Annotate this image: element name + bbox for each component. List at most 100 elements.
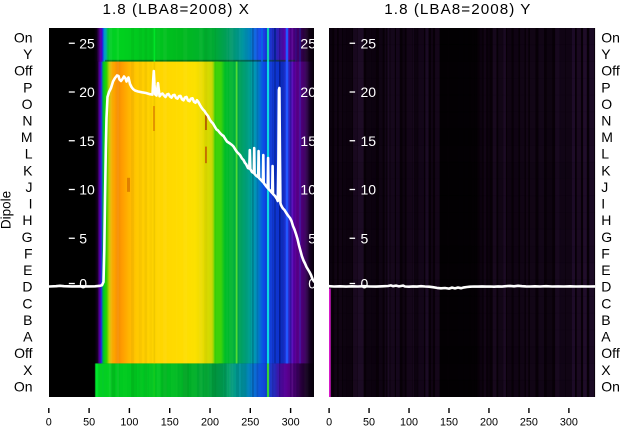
dipole-label-right: F (601, 245, 610, 261)
heatmap-anomaly-column (295, 28, 297, 62)
spectrum-curve-y (329, 284, 596, 290)
y-tick-dash (349, 188, 356, 191)
heatmap-anomaly-column (153, 363, 156, 397)
y-tick-label-left: 15 (79, 133, 95, 149)
x-tick-label: 200 (480, 417, 498, 429)
dipole-label-right: On (601, 378, 620, 394)
x-tick-mark (289, 408, 292, 413)
dipole-label-left: P (23, 79, 32, 95)
dipole-label-right: M (601, 129, 613, 145)
y-tick-dash (68, 140, 75, 142)
y-tick-dash (349, 282, 356, 285)
x-tick-label: 50 (83, 417, 95, 429)
dipole-label-right: I (601, 196, 605, 212)
dipole-label-right: B (601, 312, 610, 328)
heatmap-anomaly-mark (127, 177, 131, 192)
dipole-label-left: X (23, 362, 33, 378)
y-tick-label-right: 20 (300, 84, 316, 100)
dipole-label-right: H (601, 212, 611, 228)
y-tick-label-left: 20 (361, 84, 377, 100)
dipole-label-left: O (22, 96, 33, 112)
x-tick-label: 0 (46, 417, 52, 429)
heatmap-anomaly-column (299, 61, 301, 364)
heatmap-anomaly-column (153, 61, 156, 364)
dipole-label-right: L (601, 146, 609, 162)
heatmap-anomaly-column (214, 61, 219, 364)
heatmap-anomaly-mark (205, 146, 207, 164)
y-tick-label-left: 5 (361, 230, 369, 246)
dipole-label-right: C (601, 295, 611, 311)
x-tick-mark (88, 408, 90, 413)
dipole-label-left: J (26, 179, 33, 195)
y-tick-dash (349, 42, 356, 44)
dipole-label-left: Off (14, 63, 33, 79)
y-tick-label-left: 25 (79, 35, 95, 51)
dipole-label-left: B (23, 312, 32, 328)
y-tick-dash (349, 140, 356, 142)
heatmap-anomaly-mark (153, 106, 155, 131)
x-tick-mark (128, 408, 131, 413)
dipole-label-left: I (29, 196, 33, 212)
heatmap-band-main-block (49, 61, 314, 364)
y-tick-label-left: 0 (361, 276, 369, 292)
y-tick-label-right: 25 (300, 35, 316, 51)
y-tick-label-right: 0 (308, 276, 316, 292)
x-tick-mark (368, 408, 370, 413)
y-tick-label-left: 0 (79, 276, 87, 292)
y-tick-dash (349, 237, 356, 239)
x-tick-label: 150 (440, 417, 458, 429)
dipole-label-right: Off (601, 63, 620, 79)
y-tick-label-right: 5 (308, 230, 316, 246)
dipole-label-left: Y (23, 46, 33, 62)
x-tick-mark (328, 408, 330, 413)
heatmap-anomaly-column (266, 61, 270, 364)
heatmap-anomaly-column (299, 28, 301, 62)
y-tick-dash (349, 91, 356, 93)
dipole-label-right: D (601, 279, 611, 295)
x-tick-label: 100 (400, 417, 418, 429)
x-tick-label: 300 (560, 417, 578, 429)
edge-anomaly-line (329, 288, 331, 397)
dipole-label-left: Off (14, 345, 33, 361)
x-tick-label: 50 (363, 417, 375, 429)
heatmap-anomaly-column (261, 28, 263, 62)
y-tick-dash (68, 282, 75, 285)
x-tick-mark (408, 408, 410, 413)
y-tick-label-left: 25 (361, 35, 377, 51)
left-x-axis: 0 50 100 150 200 250 300 (46, 408, 300, 429)
heatmap-anomaly-column (235, 61, 238, 364)
x-tick-mark (169, 408, 171, 413)
y-tick-label-left: 5 (79, 230, 87, 246)
heatmap-anomaly-column (95, 363, 98, 397)
dipole-label-right: Off (601, 345, 620, 361)
dipole-label-left: C (22, 295, 32, 311)
left-panel-title: 1.8 (LBA8=2008) X (102, 1, 249, 18)
dipole-label-right: K (601, 162, 611, 178)
dipole-label-left: On (14, 378, 33, 394)
dipole-label-right: J (601, 179, 608, 195)
y-tick-label-left: 20 (79, 84, 95, 100)
heatmap-anomaly-column (266, 28, 270, 62)
x-tick-mark (568, 408, 570, 413)
y-tick-label-left: 10 (361, 182, 377, 198)
band-separator (105, 59, 297, 62)
dipole-label-left: A (23, 329, 33, 345)
heatmap-anomaly-column (279, 61, 281, 364)
dipole-label-right: On (601, 29, 620, 45)
dipole-label-right: G (601, 229, 612, 245)
dark-column (439, 28, 478, 397)
heatmap-band-bottom-x-on (49, 363, 314, 397)
x-tick-label: 150 (161, 417, 179, 429)
dipole-label-right: P (601, 79, 610, 95)
dipole-label-left: M (21, 129, 33, 145)
heatmap-anomaly-column (274, 28, 276, 62)
dipole-label-left: On (14, 29, 33, 45)
dipole-label-right: Y (601, 46, 611, 62)
dipole-label-right: E (601, 262, 610, 278)
y-tick-dash (68, 42, 75, 44)
dipole-label-right: A (601, 329, 611, 345)
x-tick-label: 200 (201, 417, 219, 429)
heatmap-band-top-on-y (49, 28, 314, 62)
y-tick-label-left: 10 (79, 182, 95, 198)
